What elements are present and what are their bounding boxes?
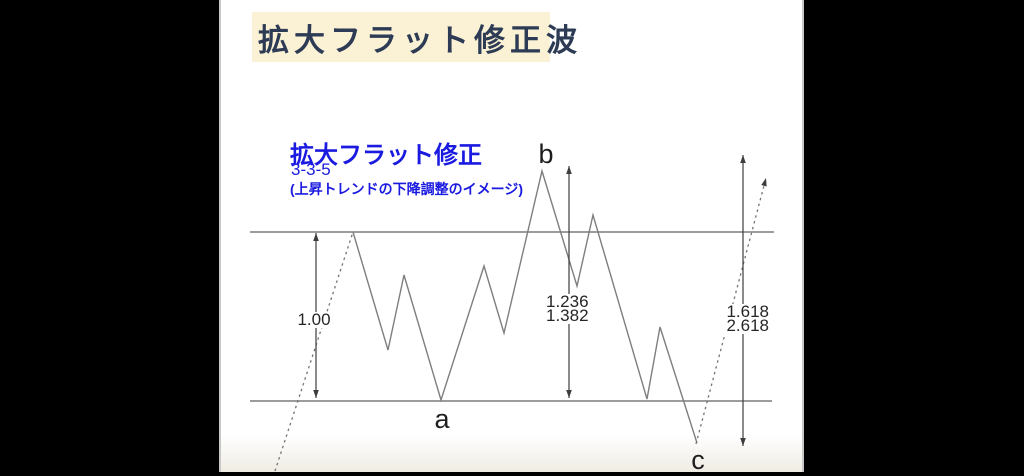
arrowhead — [566, 166, 572, 174]
arrowhead — [761, 178, 767, 187]
wave-a-ratio-label: 1.00 — [286, 311, 342, 328]
wave-c-ratio-1: 1.618 — [726, 302, 769, 321]
exit-trendline-dashed — [695, 177, 767, 445]
arrowhead — [313, 390, 319, 398]
wave-point-c-label: c — [691, 445, 705, 475]
wave-point-b-label: b — [538, 139, 554, 169]
pattern-heading: 拡大フラット修正 — [290, 142, 482, 169]
wave-b-ratio-label: 1.236 1.382 — [545, 292, 593, 325]
arrowhead — [740, 155, 746, 163]
title-highlight-band: 拡大フラット修正波 — [252, 12, 577, 62]
entry-trendline-dashed — [274, 231, 354, 472]
wave-c-ratio-2: 2.618 — [726, 316, 769, 335]
page-title: 拡大フラット修正波 — [258, 22, 582, 58]
arrowhead — [313, 233, 319, 241]
price-wave-polyline — [352, 168, 698, 444]
arrowhead — [566, 390, 572, 398]
pattern-note: (上昇トレンドの下降調整のイメージ) — [290, 181, 524, 197]
wave-b-ratio-1: 1.236 — [546, 292, 589, 311]
pattern-structure-label: 3-3-5 — [291, 160, 331, 179]
arrowhead — [740, 438, 746, 446]
wave-b-ratio-2: 1.382 — [546, 306, 589, 325]
wave-point-a-label: a — [434, 404, 450, 434]
wave-c-ratio-label: 1.618 2.618 — [712, 302, 770, 335]
